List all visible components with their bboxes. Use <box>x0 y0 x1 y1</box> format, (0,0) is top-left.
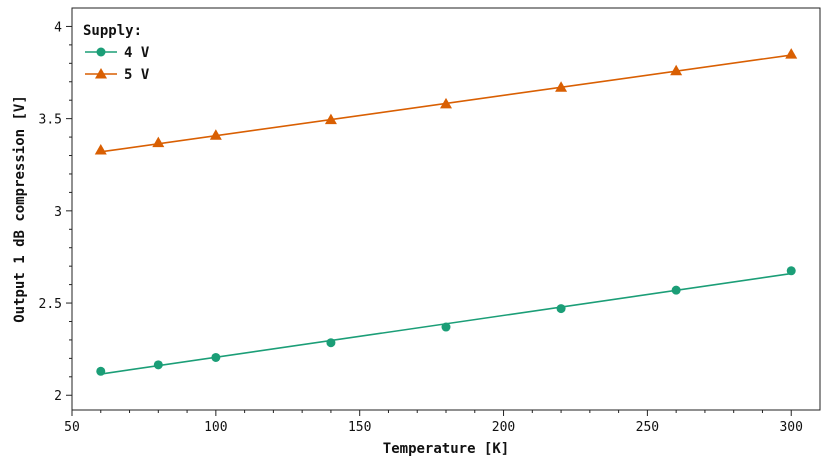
y-tick-label: 2.5 <box>39 297 62 312</box>
data-point <box>152 136 165 148</box>
y-tick-label: 4 <box>54 20 62 35</box>
data-point <box>94 143 107 155</box>
data-point <box>209 129 222 140</box>
x-tick-label: 50 <box>64 420 80 435</box>
legend-title: Supply: <box>83 23 142 39</box>
data-point <box>441 322 451 332</box>
data-point <box>211 352 221 362</box>
data-point <box>440 97 452 109</box>
legend-entry: 4 V <box>85 45 150 61</box>
x-tick-label: 100 <box>204 420 227 435</box>
y-axis: 2 2.5 3 3.5 4 <box>39 20 72 404</box>
y-tick-label: 3.5 <box>39 113 62 128</box>
x-axis-label: Temperature [K] <box>383 441 509 457</box>
y-tick-label: 3 <box>54 205 62 220</box>
x-tick-label: 250 <box>636 420 659 435</box>
legend-marker <box>96 47 106 57</box>
y-axis-label: Output 1 dB compression [V] <box>12 95 28 323</box>
legend-entry: 5 V <box>85 67 150 83</box>
data-point <box>96 366 106 376</box>
legend: Supply: 4 V 5 V <box>83 23 150 83</box>
data-point <box>326 338 336 348</box>
series-layer <box>94 48 798 376</box>
data-point <box>670 64 683 76</box>
legend-label: 4 V <box>124 45 150 61</box>
series <box>96 266 796 376</box>
data-point <box>153 360 163 370</box>
data-point <box>555 81 568 92</box>
data-point <box>786 266 796 276</box>
data-point <box>324 113 337 125</box>
legend-marker <box>95 68 107 79</box>
data-point <box>556 304 566 314</box>
y-tick-label: 2 <box>54 389 62 404</box>
x-axis: 50 100 150 200 250 300 <box>64 410 803 435</box>
x-tick-label: 200 <box>492 420 515 435</box>
x-tick-label: 300 <box>779 420 802 435</box>
series <box>94 48 798 155</box>
data-point <box>785 48 798 59</box>
plot-area <box>71 7 821 411</box>
legend-label: 5 V <box>124 67 150 83</box>
x-tick-label: 150 <box>348 420 371 435</box>
data-point <box>671 285 681 295</box>
